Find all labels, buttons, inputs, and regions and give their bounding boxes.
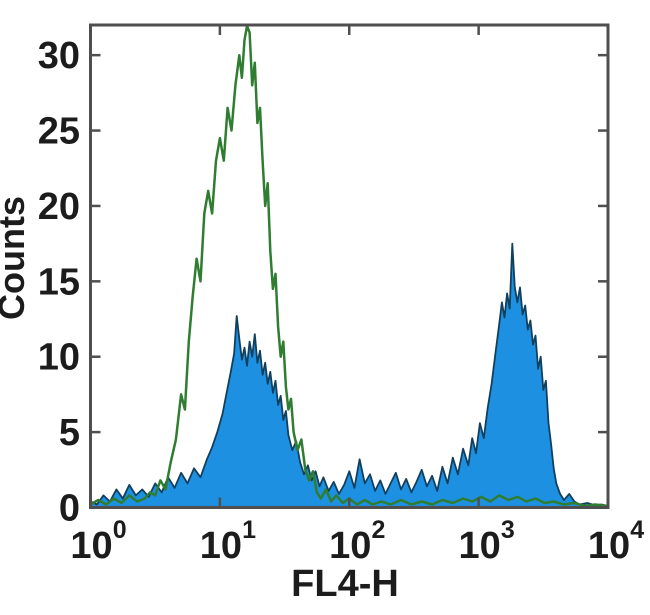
- x-tick-label: 102: [329, 516, 385, 567]
- y-tick-label: 5: [59, 412, 80, 454]
- y-tick-label: 0: [59, 488, 80, 530]
- x-tick-label: 100: [70, 516, 126, 567]
- y-tick-label: 20: [38, 186, 80, 228]
- ticks-layer: [89, 25, 610, 509]
- y-tick-label: 25: [38, 111, 80, 153]
- green-open-histogram: [89, 24, 610, 508]
- series-layer: [89, 24, 610, 509]
- x-tick-label: 104: [588, 516, 644, 567]
- blue-filled-histogram: [89, 242, 609, 509]
- x-tick-label: 101: [200, 516, 256, 567]
- y-tick-label: 15: [38, 261, 80, 303]
- x-tick-label: 103: [459, 516, 515, 567]
- x-axis-label: FL4-H: [291, 563, 399, 605]
- y-axis-label: Counts: [0, 196, 32, 320]
- y-tick-label: 30: [38, 35, 80, 77]
- tick-labels-layer: 100 101 102 103 104 0 5 10 15 20 25 30: [38, 35, 644, 567]
- y-tick-label: 10: [38, 337, 80, 379]
